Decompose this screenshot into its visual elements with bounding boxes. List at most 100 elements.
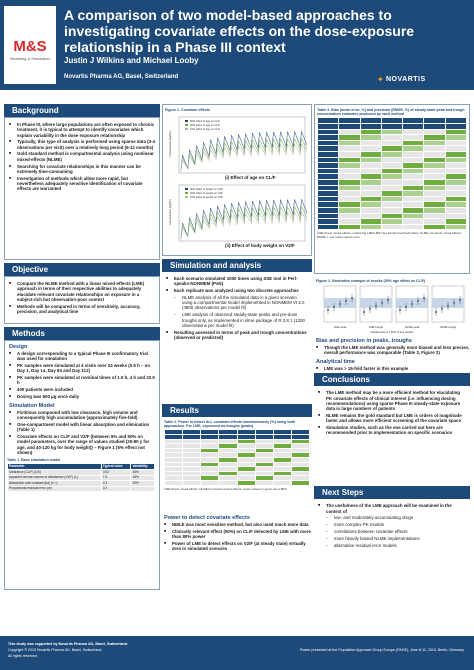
- table-cell: [254, 479, 274, 486]
- table-row: [316, 156, 468, 164]
- bullet-item: 400 patients were included: [7, 387, 155, 393]
- table-row: [163, 447, 311, 454]
- bullet-item: The usefulness of the LME approach will …: [316, 503, 466, 514]
- table-cell: [444, 117, 468, 124]
- bullet-item: Simulation studies, such as the one carr…: [316, 425, 466, 436]
- logo-text: M&S: [13, 38, 47, 55]
- bullet-item: low- and moderately-accumulating drugs: [316, 515, 466, 521]
- results-section: Table 2. Power to detect ALL covariate e…: [162, 417, 312, 513]
- design-list: A design corresponding to a typical Phas…: [7, 351, 155, 400]
- bullet-item: NLME analysis of all the simulated data …: [164, 295, 308, 311]
- table-cell: [182, 479, 202, 486]
- table-cell: [359, 223, 382, 231]
- figure2-category-label: LME trough: [369, 325, 384, 329]
- figure2-category-label: LME peak: [334, 325, 347, 329]
- conclusions-heading: Conclusions: [314, 373, 470, 387]
- legend-swatch: [185, 188, 188, 191]
- figure2-point: [441, 308, 443, 311]
- table-row: Absorption rate constant (ka) (h⁻¹) 2.3 20…: [7, 480, 155, 487]
- bullet-item: Dosing was 600 µg once daily: [7, 394, 155, 400]
- conclusions-section: The LME method may be a more efficient m…: [314, 386, 470, 484]
- bullet-item: more heavily biased NLME implementations: [316, 536, 466, 542]
- legend-swatch: [185, 124, 188, 127]
- figure2-point: [417, 300, 419, 303]
- legend-label: 50% effect of weight on V2/F: [190, 187, 224, 191]
- table1-header: Parameter: [7, 463, 102, 471]
- legend-swatch: [185, 192, 188, 195]
- simulation-section: Each scenario simulated 1000 times using…: [162, 272, 312, 402]
- bullet-item: Each replicate was analyzed using two di…: [164, 288, 308, 294]
- logo-subtitle: Modeling & Simulation: [10, 56, 50, 61]
- flame-icon: ✦: [377, 75, 384, 84]
- table-row: Clearance (CL/F) (L/h) 0.52 25%: [7, 469, 155, 476]
- footer: This study was supported by Novartis Pha…: [0, 636, 474, 670]
- bullet-item: Typically, this type of analysis is perf…: [7, 139, 155, 150]
- table2: [163, 429, 311, 486]
- bullet-item: One-compartment model with linear absorp…: [7, 422, 155, 433]
- table-row: Proportional residual error (σ²) 0.2-: [7, 485, 155, 493]
- bullet-item: Covariate effects on CL/F and V2/F (betw…: [7, 434, 155, 455]
- power-subheading: Power to detect covariate effects: [164, 515, 250, 521]
- affiliation: Novartis Pharma AG, Basel, Switzerland: [64, 74, 179, 80]
- bullet-item: Searching for covariate relationships in…: [7, 164, 155, 175]
- figure2-point: [375, 305, 377, 308]
- figure2-point: [369, 308, 371, 311]
- bullet-item: LME analysis of observed steady-state pe…: [164, 312, 308, 328]
- next-steps-heading: Next Steps: [314, 486, 470, 500]
- table-cell: Proportional residual error (σ²): [7, 485, 102, 493]
- table1: Parameter Typical value Variability Clearan…: [7, 463, 155, 493]
- figure2-point: [453, 302, 455, 305]
- figure1-ylabel: Concentration (ng/mL): [168, 199, 172, 225]
- footer-rights: All rights reserved.: [8, 654, 38, 658]
- table-row: [316, 195, 468, 203]
- figure2-category-label: NLME peak: [405, 325, 420, 329]
- table3-caption: Table 3. Bias (mean error, %) and precis…: [317, 108, 465, 117]
- table-cell: [444, 223, 468, 231]
- table1-header: Typical value: [100, 463, 132, 471]
- figure2-category-label: NLME trough: [440, 325, 457, 329]
- bullet-item: The LME method may be a more efficient m…: [316, 390, 466, 411]
- figure2-point: [411, 303, 413, 306]
- figure2-point: [459, 299, 461, 302]
- table1-header: Variability: [130, 463, 155, 471]
- legend-label: 10% effect of age on CL/F: [190, 127, 221, 131]
- bullet-item: more complex PK models: [316, 522, 466, 528]
- right-column: Table 3. Bias (mean error, %) and precis…: [314, 104, 470, 563]
- legend-label: 20% effect of weight on V2/F: [190, 191, 224, 195]
- bullet-item: Gold standard method is compartmental an…: [7, 151, 155, 162]
- bullet-item: A design corresponding to a typical Phas…: [7, 351, 155, 362]
- table-cell: [338, 223, 361, 231]
- table-cell: [272, 479, 292, 486]
- bullet-item: alternative residual error models: [316, 543, 466, 549]
- table-row: [316, 117, 468, 124]
- header-banner: M&S Modeling & Simulation A comparison o…: [0, 0, 474, 90]
- background-heading: Background: [4, 104, 160, 117]
- table-cell: 18%: [130, 474, 155, 482]
- analytical-subheading: Analytical time: [316, 359, 355, 366]
- table1-caption: Table 1. Base simulation model: [7, 458, 61, 463]
- design-subheading: Design: [9, 344, 28, 350]
- table2-caption: Table 2. Power to detect ALL covariate e…: [164, 420, 296, 429]
- objective-heading: Objective: [4, 263, 160, 276]
- figure1-axes: [178, 117, 306, 174]
- figure2-box: Figure 2. Illustrative example of result…: [314, 276, 470, 336]
- bullet-item: correlations between covariate effects: [316, 529, 466, 535]
- table-cell: 25%: [130, 469, 155, 476]
- table-cell: Clearance (CL/F) (L/h): [7, 469, 102, 476]
- figure1-panel-label: (ii) Effect of body weight on V2/F: [225, 243, 295, 248]
- bullet-item: Each scenario simulated 1000 times using…: [164, 276, 308, 287]
- table-cell: [380, 223, 404, 231]
- figure1-box: Figure 1. Covariate effects 50% effect o…: [162, 104, 312, 256]
- table-row: [163, 475, 311, 481]
- figure2-point: [423, 297, 425, 300]
- legend-swatch: [185, 128, 188, 131]
- table3-box: Table 3. Bias (mean error, %) and precis…: [314, 104, 470, 274]
- footer-support: This study was supported by Novartis Pha…: [8, 642, 128, 646]
- bullet-item: Though the LME method was generally more…: [314, 345, 470, 356]
- results-heading: Results: [162, 404, 312, 417]
- figure2-point: [435, 311, 437, 314]
- poster-title: A comparison of two model-based approach…: [64, 7, 415, 55]
- footer-copyright: Copyright © 2010 Novartis Pharma AG, Bas…: [8, 648, 103, 652]
- bias-subheading: Bias and precision in peaks, troughs: [316, 338, 412, 344]
- bullet-item: Clinically relevant effect (50%) on CL/F…: [162, 529, 312, 540]
